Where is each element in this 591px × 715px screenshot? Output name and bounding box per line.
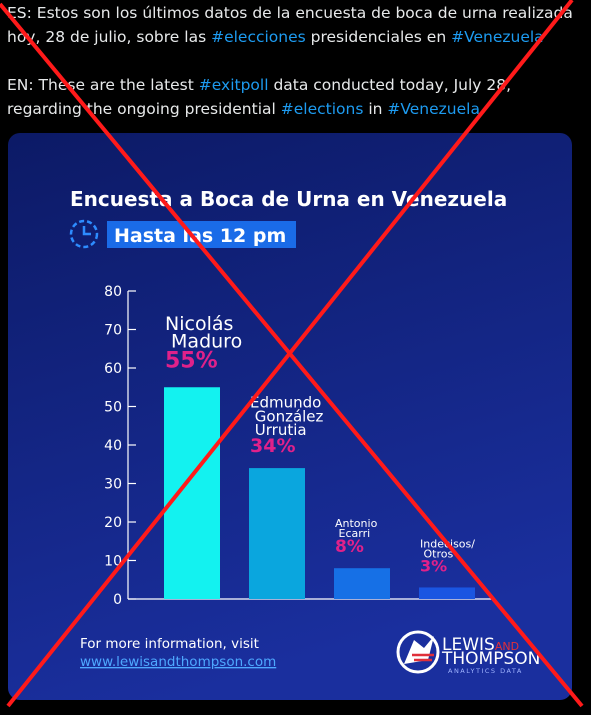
tweet-en: EN: These are the latest #exitpoll data … xyxy=(7,73,582,121)
y-tick-label: 40 xyxy=(104,438,122,454)
y-tick-label: 20 xyxy=(104,515,122,531)
cross-line xyxy=(0,2,584,708)
bar xyxy=(419,587,475,599)
y-tick-label: 10 xyxy=(104,554,122,570)
hashtag[interactable]: #elecciones xyxy=(211,28,306,46)
y-tick-label: 80 xyxy=(104,284,122,300)
value-label: 34% xyxy=(250,435,295,457)
category-label: Edmundo González Urrutia xyxy=(250,394,324,440)
tweet-text: in xyxy=(363,100,388,118)
y-tick-label: 30 xyxy=(104,477,122,493)
logo-eagle xyxy=(404,636,434,664)
value-label: 55% xyxy=(165,348,218,373)
tweet-text: ES: Estos son los últimos datos de la en… xyxy=(7,4,573,46)
bar xyxy=(249,468,305,599)
y-tick-label: 60 xyxy=(104,361,122,377)
logo-text: THOMPSON xyxy=(441,649,540,669)
tweet-text: presidenciales en xyxy=(305,28,452,46)
value-label: 8% xyxy=(335,537,364,557)
chart-title: Encuesta a Boca de Urna en Venezuela xyxy=(70,187,507,211)
hashtag[interactable]: #Venezuela xyxy=(451,28,544,46)
hashtag[interactable]: #Venezuela xyxy=(387,100,480,118)
bar xyxy=(164,387,220,599)
logo-emblem xyxy=(396,630,440,674)
clock-hands xyxy=(82,226,91,236)
logo-stripes xyxy=(412,653,434,662)
bar xyxy=(334,568,390,599)
hashtag[interactable]: #elections xyxy=(280,100,364,118)
footer-info: For more information, visit xyxy=(80,636,259,652)
category-label: Antonio Ecarri xyxy=(335,517,378,540)
logo-tagline: ANALYTICS DATA xyxy=(448,667,523,675)
tweet-text: data conducted today, July 28, regarding… xyxy=(7,76,512,118)
clock-icon xyxy=(69,219,99,249)
chart-subtitle: Hasta las 12 pm xyxy=(114,225,286,247)
category-label: Nicolás Maduro xyxy=(165,313,242,352)
tweet-text: EN: These are the latest xyxy=(7,76,199,94)
subtitle-box xyxy=(107,221,296,248)
cross-line xyxy=(6,0,574,708)
y-tick-label: 50 xyxy=(104,400,122,416)
y-tick-label: 70 xyxy=(104,323,122,339)
y-tick-label: 0 xyxy=(113,592,122,608)
value-label: 3% xyxy=(420,556,447,575)
chart-card[interactable] xyxy=(8,133,572,700)
footer-url[interactable]: www.lewisandthompson.com xyxy=(80,654,276,670)
logo-text: LEWISAND xyxy=(442,635,519,655)
hashtag[interactable]: #exitpoll xyxy=(198,76,269,94)
tweet-es: ES: Estos son los últimos datos de la en… xyxy=(7,1,582,49)
